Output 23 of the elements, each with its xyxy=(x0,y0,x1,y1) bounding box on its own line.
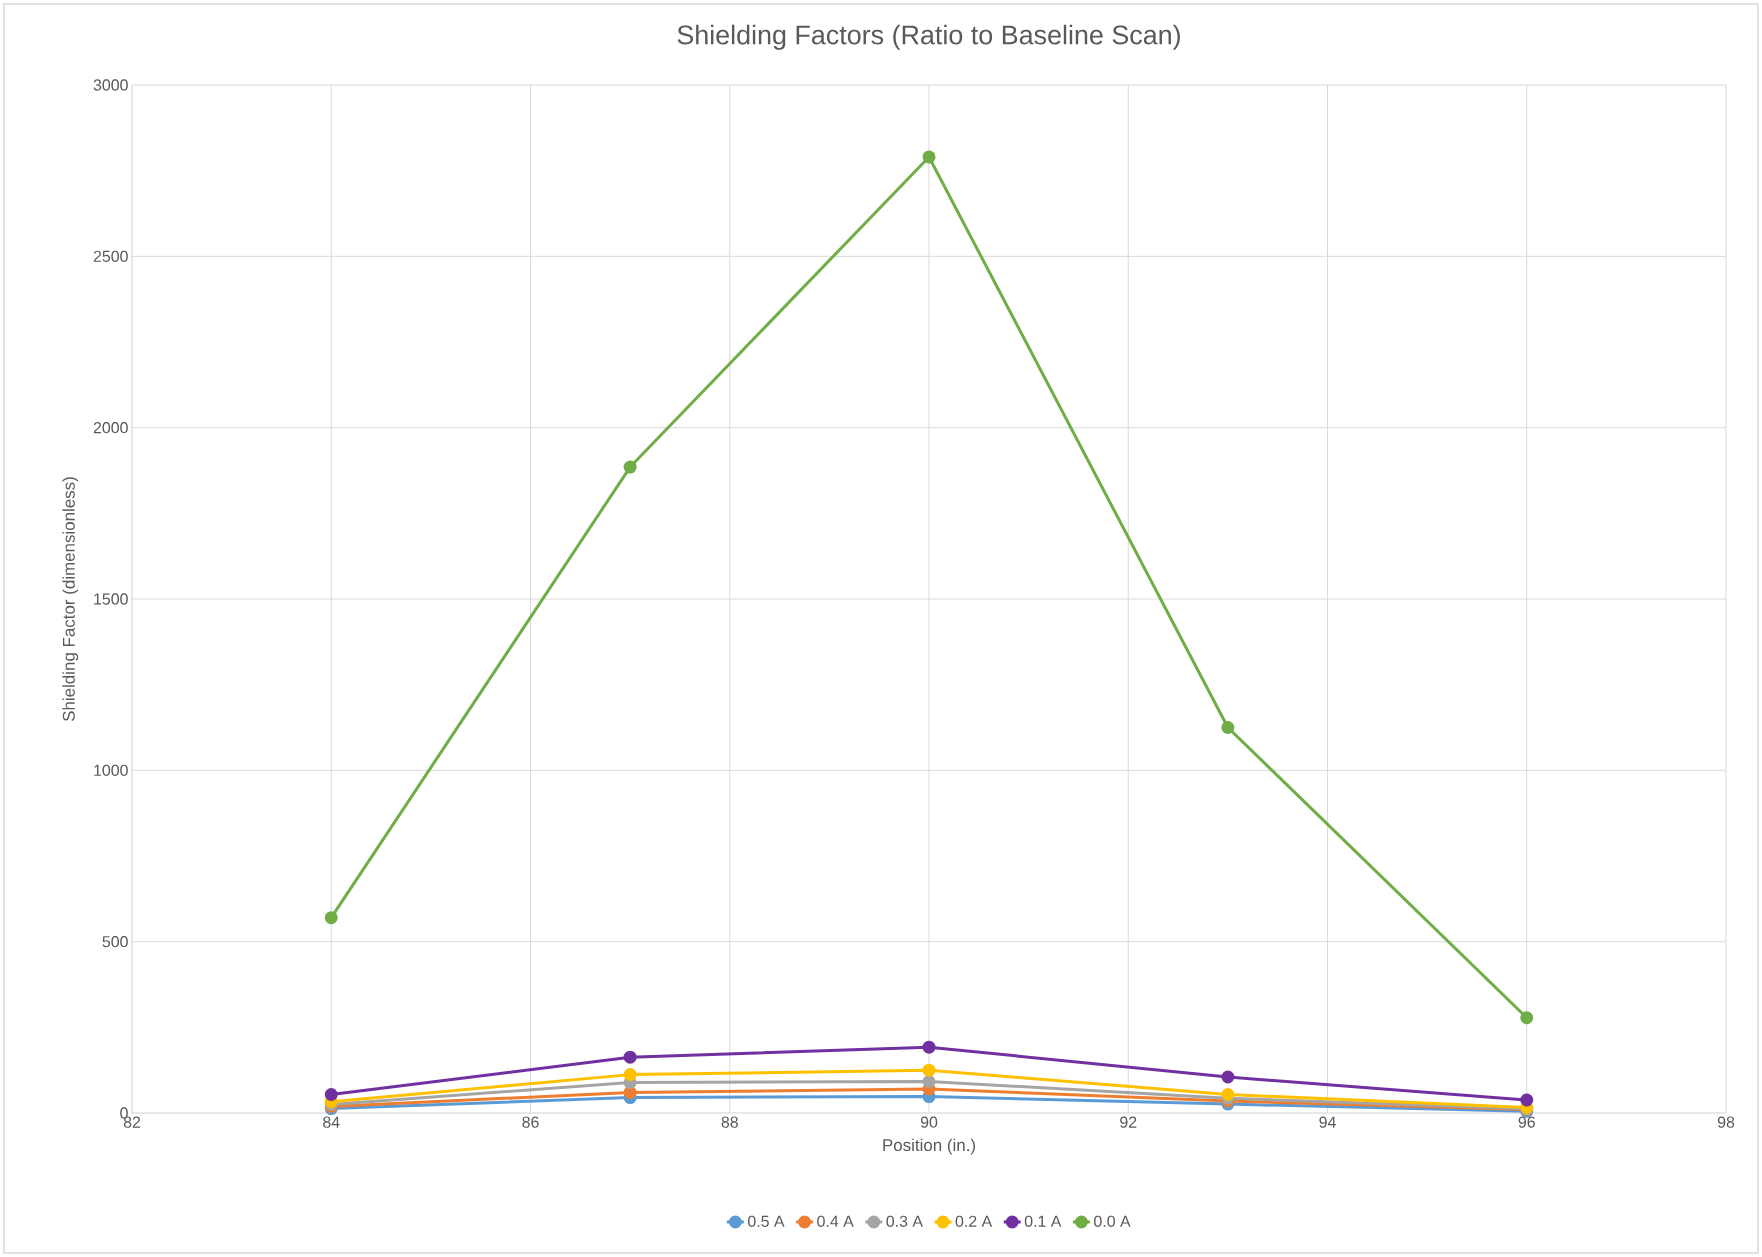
x-tick-label: 90 xyxy=(920,1116,938,1128)
chart-title: Shielding Factors (Ratio to Baseline Scan) xyxy=(677,24,1180,50)
legend-label: 0.3 A xyxy=(886,1215,923,1227)
x-tick-label: 94 xyxy=(1319,1116,1336,1128)
x-tick-label: 86 xyxy=(522,1116,539,1128)
legend-label: 0.5 A xyxy=(747,1215,785,1227)
x-tick-label: 84 xyxy=(323,1116,340,1128)
y-tick-label: 500 xyxy=(102,936,128,948)
legend-label: 0.0 A xyxy=(1094,1215,1131,1227)
y-tick-label: 2000 xyxy=(93,422,128,434)
y-axis-title: Shielding Factor (dimensionless) xyxy=(62,477,79,722)
y-tick-label: 1500 xyxy=(94,593,128,605)
y-tick-label: 3000 xyxy=(93,79,128,91)
x-tick-label: 88 xyxy=(721,1116,738,1128)
legend-label: 0.2 A xyxy=(955,1215,993,1227)
y-tick-label: 2500 xyxy=(93,250,128,262)
x-tick-label: 96 xyxy=(1518,1116,1535,1128)
y-tick-label: 1000 xyxy=(94,764,128,776)
x-tick-label: 92 xyxy=(1120,1116,1137,1128)
legend-label: 0.1 A xyxy=(1024,1215,1062,1227)
x-tick-label: 98 xyxy=(1717,1116,1735,1128)
x-axis-title: Position (in.) xyxy=(883,1138,975,1155)
legend-label: 0.4 A xyxy=(817,1215,854,1227)
